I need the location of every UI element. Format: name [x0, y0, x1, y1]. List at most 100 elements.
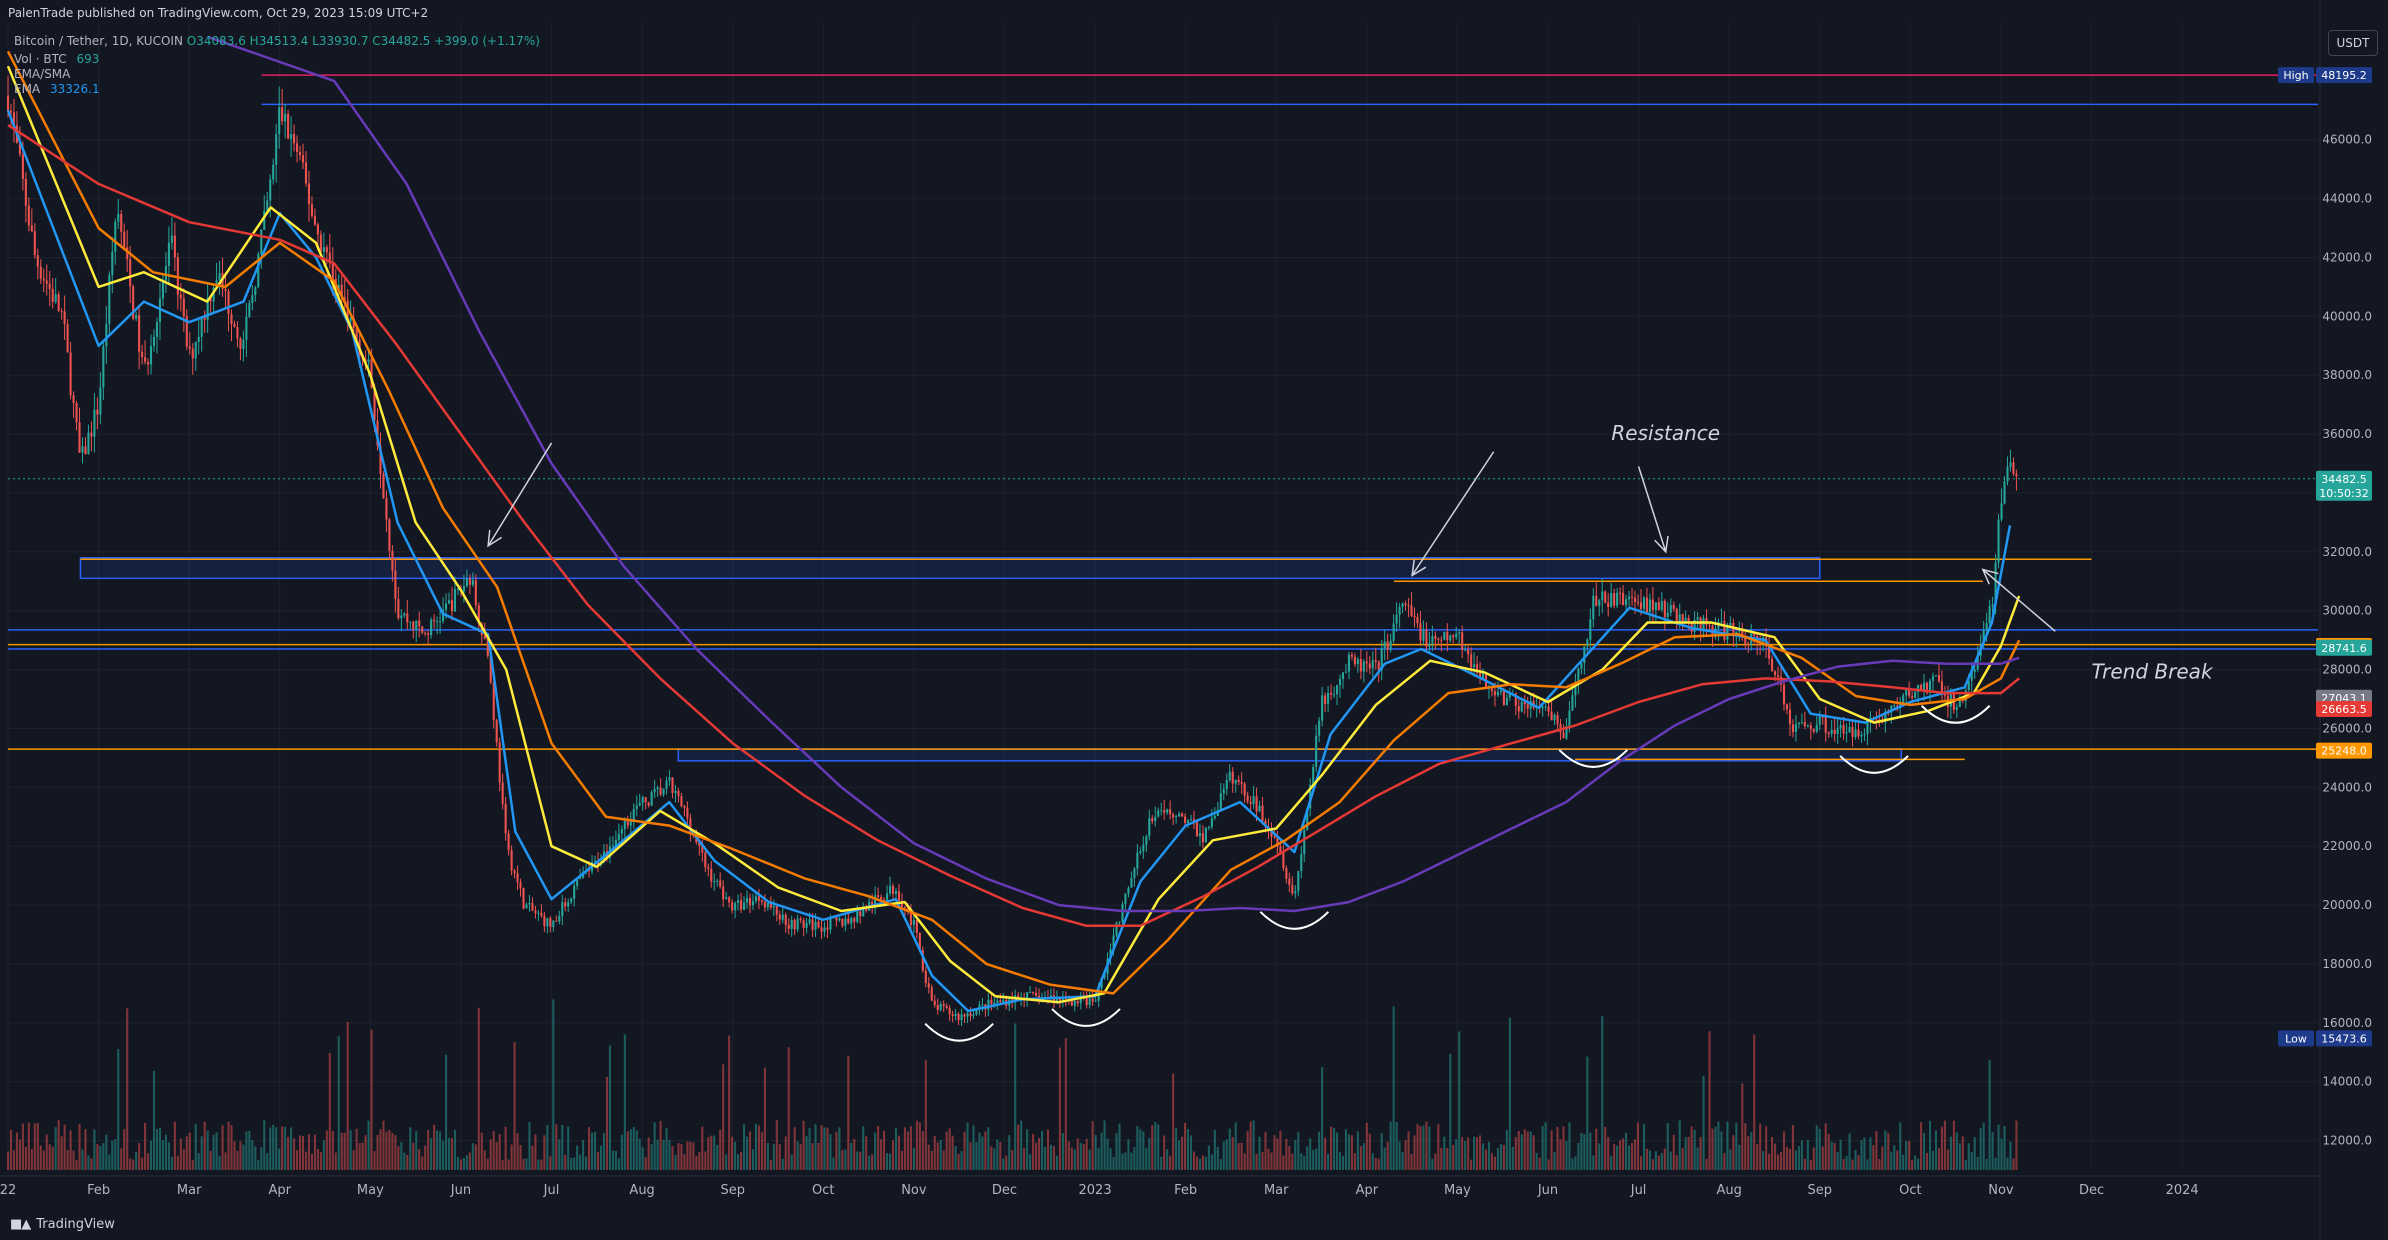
candle	[1779, 676, 1783, 685]
volume-bar	[579, 1154, 582, 1170]
legend-ema[interactable]: EMA 33326.1	[14, 82, 106, 97]
candle	[343, 297, 346, 301]
time-axis[interactable]: 22 Feb Mar Apr May Jun Jul Aug Sep Oct Nov Dec 2023 F…	[0, 1175, 2320, 1198]
volume-bar	[954, 1146, 957, 1170]
volume-bar	[370, 1029, 373, 1170]
volume-bar	[1228, 1128, 1231, 1170]
volume-bar	[284, 1126, 287, 1170]
legend-emasma[interactable]: EMA/SMA	[14, 67, 106, 82]
candle	[689, 818, 692, 833]
candle	[307, 183, 311, 205]
volume-bar	[1857, 1155, 1860, 1170]
candle	[1911, 696, 1914, 698]
candle	[1148, 818, 1151, 837]
volume-bar	[573, 1157, 576, 1170]
symbol-ohlc: Bitcoin / Tether, 1D, KUCOIN O34083.6 H3…	[14, 34, 540, 48]
candle	[69, 352, 72, 396]
x-tick-label: Jul	[543, 1183, 560, 1198]
candle	[644, 797, 647, 803]
volume-bar	[1794, 1150, 1797, 1170]
candle	[1815, 724, 1818, 732]
candle	[620, 829, 623, 834]
volume-bar	[1285, 1138, 1288, 1170]
candle	[1136, 852, 1139, 869]
volume-bar	[1273, 1135, 1276, 1170]
volume-bar	[1335, 1132, 1339, 1170]
candle	[686, 807, 689, 819]
zones	[79, 556, 1903, 762]
candle	[1222, 789, 1225, 794]
candle	[1032, 992, 1035, 994]
candle	[1827, 732, 1830, 734]
volume-bar	[742, 1124, 746, 1170]
candle	[1684, 617, 1687, 623]
x-tick-label: Oct	[1899, 1183, 1921, 1198]
x-tick-label: Feb	[1174, 1183, 1197, 1198]
candle	[1777, 675, 1780, 677]
candle	[871, 901, 874, 907]
volume-bar	[1145, 1147, 1148, 1170]
volume-bar	[1106, 1138, 1109, 1170]
price-label-box	[2316, 742, 2372, 759]
candle	[1440, 639, 1443, 641]
volume-bar	[1869, 1137, 1872, 1170]
volume-bar	[671, 1145, 674, 1170]
volume-bar	[1687, 1136, 1690, 1170]
candle	[516, 873, 519, 883]
candle	[1526, 704, 1529, 709]
candle	[105, 323, 108, 347]
volume-bar	[1756, 1144, 1759, 1170]
volume-bar	[748, 1131, 752, 1170]
volume-bar	[1225, 1139, 1228, 1170]
candle	[835, 917, 838, 921]
y-tick-label: 36000.0	[2322, 427, 2372, 441]
candle	[1920, 684, 1923, 690]
y-tick-label: 44000.0	[2322, 192, 2372, 206]
volume-bar	[775, 1120, 778, 1170]
volume-bar	[1806, 1140, 1809, 1170]
volume-bar	[340, 1132, 343, 1170]
candle	[1333, 694, 1336, 696]
candle	[1517, 706, 1520, 712]
volume-bar	[200, 1136, 203, 1170]
arrow-head-icon	[1981, 568, 1999, 585]
candle	[1130, 878, 1133, 888]
volume-bar	[379, 1129, 382, 1170]
candle	[1681, 614, 1684, 623]
candle	[659, 787, 662, 795]
volume-bar	[1979, 1128, 1982, 1170]
candle	[1353, 656, 1356, 665]
volume-bar	[1937, 1148, 1941, 1170]
volume-bar	[844, 1149, 847, 1170]
bottom-curve	[924, 1022, 994, 1042]
candle	[117, 214, 120, 222]
currency-button[interactable]: USDT	[2328, 30, 2378, 56]
volume-bar	[1300, 1153, 1303, 1170]
candle	[2009, 462, 2012, 467]
candle	[698, 842, 701, 846]
candle	[1473, 664, 1476, 668]
candle	[468, 578, 471, 585]
candle	[1103, 973, 1106, 978]
volume-bar	[1809, 1159, 1812, 1170]
volume-bar	[891, 1140, 895, 1170]
candle	[1017, 995, 1020, 999]
legend-volume[interactable]: Vol · BTC 693	[14, 52, 106, 67]
volume-bar	[1440, 1147, 1443, 1170]
candle	[1133, 868, 1136, 879]
volume-bar	[1219, 1159, 1222, 1170]
footer-brand[interactable]: TradingView	[36, 1217, 115, 1232]
volume-bar	[909, 1126, 912, 1170]
symbol-name[interactable]: Bitcoin / Tether, 1D, KUCOIN	[14, 34, 183, 48]
volume-bar	[1866, 1159, 1869, 1170]
volume-bar	[1195, 1156, 1199, 1170]
price-axis[interactable]: 12000.0 14000.0 16000.0 18000.0 20000.0 22000…	[2278, 0, 2388, 1240]
candle	[355, 328, 358, 340]
candle	[1175, 816, 1178, 818]
candle	[522, 888, 525, 909]
volume-bar	[793, 1127, 796, 1170]
level-lines	[8, 74, 2318, 761]
volume-bar	[1243, 1153, 1246, 1170]
volume-bar	[772, 1144, 775, 1170]
